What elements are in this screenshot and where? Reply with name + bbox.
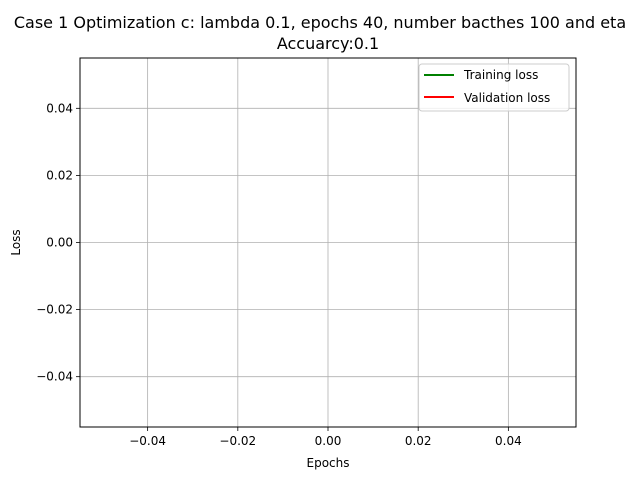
y-axis-label: Loss bbox=[9, 229, 23, 255]
chart-subtitle: Accuarcy:0.1 bbox=[277, 34, 379, 53]
x-tick-label: 0.02 bbox=[405, 434, 432, 448]
axis-ticks: −0.04 −0.02 0.00 0.02 0.04 −0.04 −0.02 0.00 0.02… bbox=[36, 101, 522, 448]
legend-validation-loss-label: Validation loss bbox=[464, 91, 550, 105]
legend-box bbox=[418, 63, 570, 112]
x-tick-label: 0.00 bbox=[315, 434, 342, 448]
legend: Training loss Validation loss bbox=[418, 63, 570, 112]
x-axis-label: Epochs bbox=[307, 456, 350, 470]
y-tick-label: 0.00 bbox=[46, 236, 73, 250]
y-tick-label: 0.04 bbox=[46, 101, 73, 115]
legend-training-loss-label: Training loss bbox=[463, 68, 538, 82]
y-tick-label: 0.02 bbox=[46, 168, 73, 182]
x-tick-label: 0.04 bbox=[495, 434, 522, 448]
y-tick-label: −0.04 bbox=[36, 370, 73, 384]
y-tick-label: −0.02 bbox=[36, 303, 73, 317]
x-tick-label: −0.04 bbox=[129, 434, 166, 448]
x-tick-label: −0.02 bbox=[219, 434, 256, 448]
chart-title: Case 1 Optimization c: lambda 0.1, epoch… bbox=[14, 13, 626, 32]
